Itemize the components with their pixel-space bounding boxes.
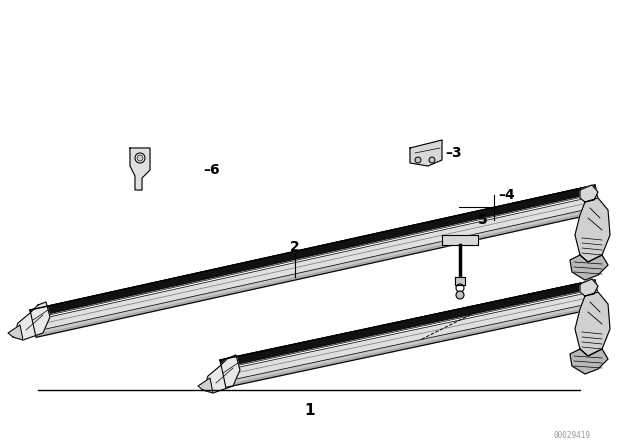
Text: 2: 2 <box>290 240 300 254</box>
Polygon shape <box>35 207 600 336</box>
Polygon shape <box>410 140 442 166</box>
Text: 1: 1 <box>305 402 316 418</box>
Text: 5: 5 <box>478 213 488 227</box>
Polygon shape <box>580 279 598 296</box>
Polygon shape <box>32 194 597 321</box>
Polygon shape <box>198 378 213 393</box>
Polygon shape <box>575 292 610 356</box>
Polygon shape <box>33 196 600 332</box>
Circle shape <box>429 157 435 163</box>
Polygon shape <box>570 255 608 280</box>
Text: –4: –4 <box>498 188 515 202</box>
Polygon shape <box>442 235 478 245</box>
Circle shape <box>456 291 464 299</box>
Polygon shape <box>36 211 601 337</box>
Circle shape <box>415 157 421 163</box>
Polygon shape <box>13 302 50 340</box>
Polygon shape <box>8 325 23 340</box>
Circle shape <box>137 155 143 161</box>
Polygon shape <box>203 355 240 393</box>
Text: –3: –3 <box>445 146 461 160</box>
Polygon shape <box>570 349 608 374</box>
Polygon shape <box>455 277 465 285</box>
Circle shape <box>135 153 145 163</box>
Polygon shape <box>222 289 597 371</box>
Polygon shape <box>225 302 600 385</box>
Polygon shape <box>580 185 598 202</box>
Polygon shape <box>220 280 597 369</box>
Polygon shape <box>575 198 610 262</box>
Text: –6: –6 <box>203 163 220 177</box>
Polygon shape <box>225 306 601 388</box>
Text: 00029419: 00029419 <box>553 431 590 439</box>
Polygon shape <box>130 148 150 190</box>
Polygon shape <box>222 291 600 382</box>
Polygon shape <box>30 185 597 319</box>
